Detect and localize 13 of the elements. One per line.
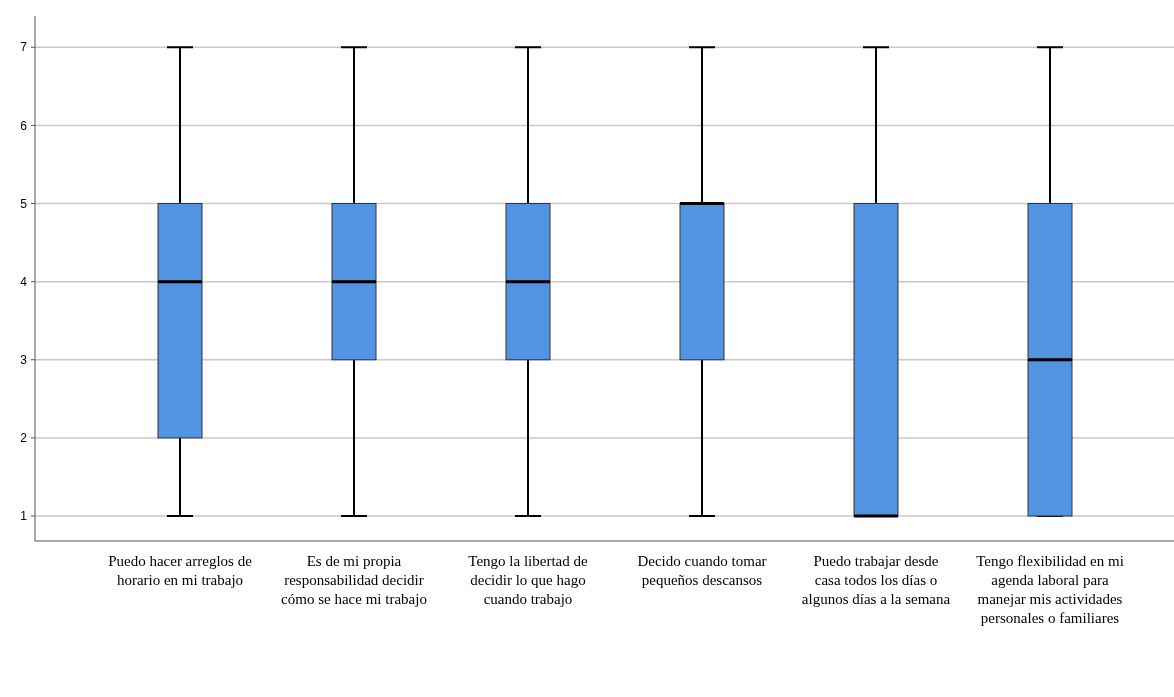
x-tick-label: Decido cuando tomar pequeños descansos [637, 553, 767, 588]
y-tick-label: 2 [20, 431, 28, 446]
x-tick-label: Es de mi propia responsabilidad decidir cómo se hace mi trabajo [281, 553, 427, 607]
y-tick-label: 7 [20, 40, 28, 55]
y-tick-label: 4 [20, 274, 28, 289]
y-tick-label: 6 [20, 118, 28, 133]
x-tick-label: Tengo flexibilidad en mi agenda laboral para manejar mis actividades personales o familiares [976, 553, 1124, 626]
x-tick-label: Tengo la libertad de decidir lo que hago cuando trabajo [468, 553, 588, 607]
x-tick-label: Puedo hacer arreglos de horario en mi trabajo [108, 553, 253, 588]
y-tick-label: 5 [20, 196, 28, 211]
x-tick-label: Puedo trabajar desde casa todos los días o algunos días a la semana [801, 553, 951, 607]
y-tick-label: 3 [20, 352, 28, 367]
y-tick-label: 1 [20, 509, 28, 524]
